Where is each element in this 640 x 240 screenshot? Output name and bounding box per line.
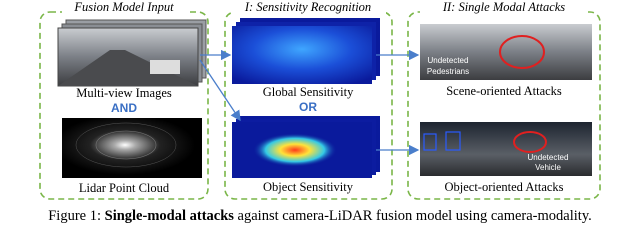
item-label: Object-oriented Attacks <box>444 180 563 194</box>
object-sensitivity-map <box>232 116 380 178</box>
lidar-image <box>62 118 202 178</box>
item-label: Multi-view Images <box>76 86 172 100</box>
figure: Fusion Model Input I: Sensitivity Recogn… <box>39 0 601 200</box>
item-label: Object Sensitivity <box>263 180 354 194</box>
annotation: Undetected <box>428 56 469 65</box>
scene-attack-image <box>420 24 592 80</box>
connector: OR <box>299 100 317 114</box>
global-sensitivity-map <box>232 18 380 84</box>
panel-title: I: Sensitivity Recognition <box>244 0 371 14</box>
arrow <box>199 59 241 122</box>
caption-text: against camera-LiDAR fusion model using … <box>237 208 592 224</box>
page: Fusion Model Input I: Sensitivity Recogn… <box>0 0 640 225</box>
caption-label: Figure 1: <box>48 208 101 224</box>
panel-title: II: Single Modal Attacks <box>442 0 565 14</box>
item-label: Lidar Point Cloud <box>79 181 170 195</box>
item-label: Scene-oriented Attacks <box>446 84 562 98</box>
panel-title: Fusion Model Input <box>73 0 174 14</box>
object-attack-image <box>420 122 592 176</box>
item-label: Global Sensitivity <box>263 85 354 99</box>
multi-view-images <box>57 19 207 87</box>
annotation: Undetected <box>528 153 569 162</box>
connector: AND <box>111 101 137 115</box>
annotation: Pedestrians <box>427 67 469 76</box>
caption-bold: Single-modal attacks <box>104 208 234 224</box>
caption: Figure 1: Single-modal attacks against c… <box>0 208 640 225</box>
annotation: Vehicle <box>535 163 561 172</box>
